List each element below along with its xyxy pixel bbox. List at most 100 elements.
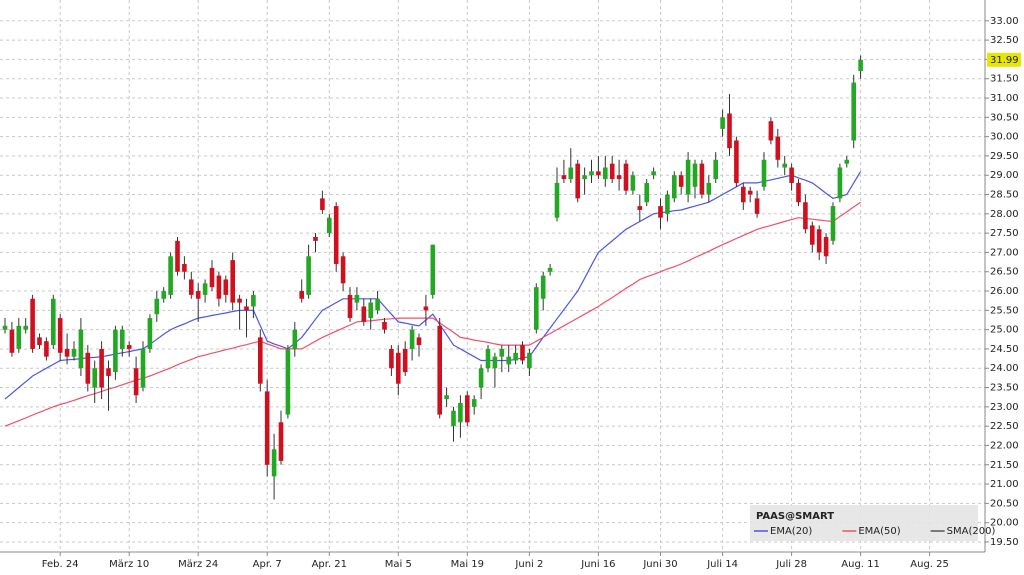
y-tick-label: 25.00 bbox=[990, 325, 1019, 336]
y-tick-label: 27.50 bbox=[990, 228, 1019, 239]
candle-body bbox=[561, 175, 567, 180]
candle-body bbox=[216, 275, 222, 299]
x-tick-label: Feb. 24 bbox=[42, 559, 79, 570]
y-tick-label: 23.00 bbox=[990, 402, 1019, 413]
y-tick-label: 28.00 bbox=[990, 209, 1019, 220]
candle-body bbox=[547, 267, 553, 272]
candle-body bbox=[71, 348, 77, 357]
candle-body bbox=[306, 256, 311, 295]
candle-body bbox=[368, 302, 373, 319]
candle-body bbox=[713, 159, 718, 180]
candle-body bbox=[120, 329, 125, 349]
candle-body bbox=[603, 167, 608, 180]
candle-body bbox=[30, 298, 35, 349]
candle-body bbox=[285, 348, 291, 415]
candle-body bbox=[540, 275, 546, 299]
candle-body bbox=[64, 348, 70, 357]
x-tick-label: Aug. 25 bbox=[910, 559, 949, 570]
candle-body bbox=[451, 410, 456, 427]
y-tick-label: 26.00 bbox=[990, 286, 1019, 297]
candle-body bbox=[678, 175, 684, 187]
candle-body bbox=[389, 348, 394, 369]
candle-body bbox=[754, 198, 760, 214]
candle-body bbox=[816, 229, 822, 253]
candle-body bbox=[223, 279, 229, 295]
candle-body bbox=[534, 287, 539, 330]
x-tick-label: Apr. 21 bbox=[312, 559, 347, 570]
candle-body bbox=[382, 321, 387, 330]
candle-body bbox=[596, 171, 601, 176]
candle-body bbox=[630, 175, 636, 191]
y-tick-label: 19.50 bbox=[990, 537, 1019, 548]
candle-body bbox=[292, 329, 298, 349]
candle-body bbox=[465, 395, 470, 423]
y-tick-label: 25.50 bbox=[990, 305, 1019, 316]
candle-body bbox=[616, 175, 622, 180]
candle-body bbox=[271, 449, 277, 477]
candle-body bbox=[458, 402, 463, 423]
legend-label: SMA(200) bbox=[947, 526, 996, 537]
candle-body bbox=[513, 352, 518, 361]
candle-body bbox=[623, 163, 629, 191]
candle-body bbox=[126, 345, 132, 349]
legend-title: PAAS@SMART bbox=[756, 511, 834, 522]
candle-body bbox=[492, 356, 498, 369]
legend-label: EMA(20) bbox=[770, 526, 812, 537]
candle-body bbox=[478, 368, 484, 388]
candle-body bbox=[106, 368, 111, 376]
candle-body bbox=[237, 298, 242, 303]
candle-body bbox=[16, 325, 22, 349]
y-tick-label: 29.00 bbox=[990, 170, 1019, 181]
candle-body bbox=[347, 294, 353, 319]
y-tick-label: 29.50 bbox=[990, 151, 1019, 162]
y-tick-label: 23.50 bbox=[990, 383, 1019, 394]
candle-body bbox=[637, 206, 643, 210]
candle-body bbox=[202, 283, 208, 295]
candle-body bbox=[416, 337, 422, 346]
candle-body bbox=[327, 217, 332, 234]
candle-body bbox=[437, 325, 442, 415]
candle-body bbox=[354, 294, 360, 303]
y-tick-label: 30.00 bbox=[990, 132, 1019, 143]
x-tick-label: Mai 5 bbox=[385, 559, 412, 570]
candle-body bbox=[189, 279, 194, 295]
candle-body bbox=[609, 163, 615, 180]
candle-body bbox=[527, 352, 532, 369]
candle-body bbox=[133, 368, 139, 396]
candle-body bbox=[761, 159, 767, 187]
candle-body bbox=[692, 163, 698, 187]
y-tick-label: 28.50 bbox=[990, 190, 1019, 201]
candle-body bbox=[485, 348, 491, 369]
candle-body bbox=[9, 329, 15, 353]
candle-body bbox=[92, 368, 97, 388]
candle-body bbox=[706, 182, 712, 195]
candle-body bbox=[340, 256, 346, 284]
candle-body bbox=[154, 298, 160, 315]
candle-body bbox=[810, 225, 815, 245]
y-tick-label: 33.00 bbox=[990, 16, 1019, 27]
x-tick-label: Mai 19 bbox=[451, 559, 484, 570]
candle-body bbox=[209, 267, 215, 288]
candle-body bbox=[499, 348, 505, 357]
candle-body bbox=[161, 291, 166, 299]
candle-body bbox=[768, 121, 774, 141]
candle-body bbox=[23, 325, 28, 330]
candle-body bbox=[78, 329, 84, 369]
candle-body bbox=[782, 163, 787, 168]
candle-body bbox=[851, 82, 856, 141]
candle-body bbox=[665, 194, 670, 214]
y-tick-label: 21.00 bbox=[990, 479, 1019, 490]
candle-body bbox=[182, 264, 187, 272]
candle-body bbox=[140, 348, 146, 388]
candle-body bbox=[51, 298, 56, 346]
candle-body bbox=[858, 59, 863, 71]
candle-body bbox=[727, 113, 732, 149]
y-tick-label: 20.50 bbox=[990, 498, 1019, 509]
candle-body bbox=[320, 198, 325, 210]
y-tick-label: 22.00 bbox=[990, 440, 1019, 451]
legend-box bbox=[750, 505, 978, 541]
candle-body bbox=[175, 240, 180, 272]
candle-body bbox=[651, 171, 656, 176]
candle-body bbox=[644, 182, 649, 203]
candle-body bbox=[575, 163, 580, 199]
